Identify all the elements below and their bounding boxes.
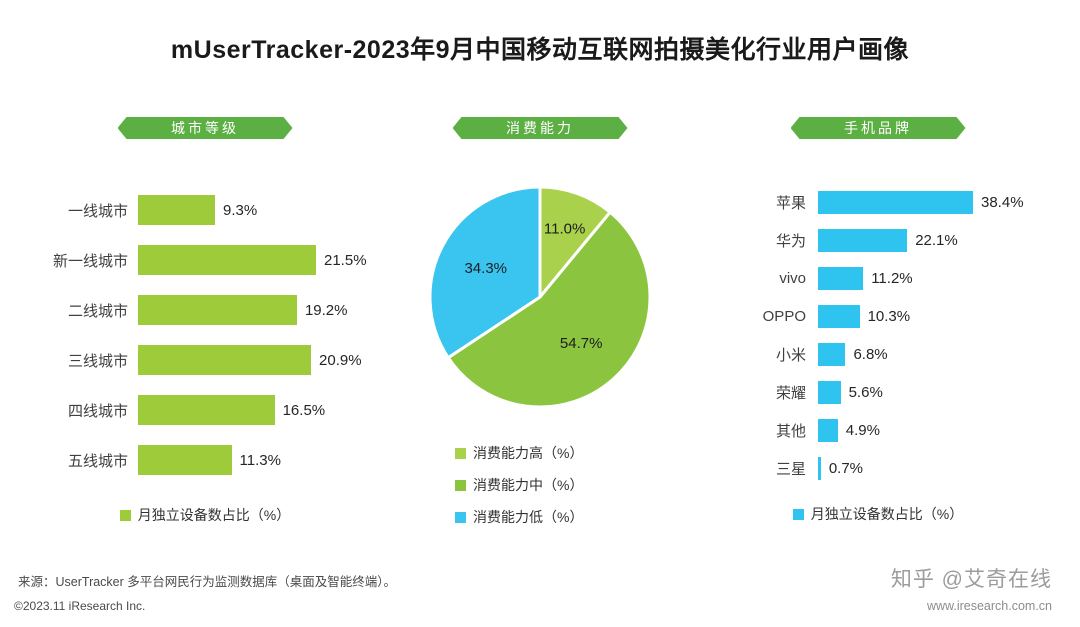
category-label: vivo — [779, 270, 806, 287]
value-label: 21.5% — [324, 251, 367, 269]
category-label: 其他 — [775, 423, 806, 440]
legend-item: 消费能力高（%） — [455, 443, 680, 463]
city-tier-legend: 月独立设备数占比（%） — [40, 505, 370, 525]
value-label: 0.7% — [828, 460, 864, 477]
legend-label: 消费能力低（%） — [473, 509, 584, 525]
category-label: 二线城市 — [67, 302, 128, 320]
category-label: 华为 — [775, 233, 806, 250]
legend-label: 消费能力高（%） — [473, 445, 584, 461]
bar-row: 三星 0.7% — [728, 457, 1028, 480]
bar — [818, 191, 973, 214]
value-label: 10.3% — [867, 308, 911, 325]
badge-wrap: 城市等级 — [40, 117, 370, 139]
legend-swatch — [792, 508, 804, 520]
legend-label: 月独立设备数占比（%） — [810, 506, 964, 522]
legend-swatch — [455, 447, 466, 459]
bar — [138, 295, 297, 325]
badge-wrap: 手机品牌 — [728, 117, 1028, 139]
value-label: 19.2% — [304, 301, 348, 319]
bar — [818, 267, 864, 290]
value-label: 38.4% — [981, 194, 1024, 211]
value-label: 6.8% — [853, 346, 888, 363]
bar — [138, 445, 232, 475]
pie-slice — [446, 210, 652, 409]
category-label: 荣耀 — [775, 385, 806, 402]
phone-brand-legend: 月独立设备数占比（%） — [728, 504, 1028, 524]
bar — [818, 457, 821, 480]
page-title: mUserTracker-2023年9月中国移动互联网拍摄美化行业用户画像 — [170, 36, 910, 64]
bar-row: 二线城市 19.2% — [40, 295, 370, 325]
bar — [138, 345, 312, 375]
category-label: 苹果 — [775, 195, 806, 212]
consumption-badge: 消费能力 — [453, 117, 628, 139]
bar — [138, 245, 316, 275]
copyright-note: ©2023.11 iResearch Inc. — [14, 599, 146, 613]
bar-row: 华为 22.1% — [728, 229, 1028, 252]
bar — [138, 395, 275, 425]
bar-row: 荣耀 5.6% — [728, 381, 1028, 404]
value-label: 16.5% — [282, 401, 326, 419]
pie-value-label: 34.3% — [464, 260, 507, 277]
category-label: 三星 — [775, 461, 806, 478]
legend-swatch — [455, 479, 466, 491]
category-label: OPPO — [762, 308, 806, 325]
category-label: 四线城市 — [67, 402, 128, 420]
bar-row: vivo 11.2% — [728, 267, 1028, 290]
bar-row: 小米 6.8% — [728, 343, 1028, 366]
bar-row: 三线城市 20.9% — [40, 345, 370, 375]
phone-brand-bar-chart: 苹果 38.4% 华为 22.1% vivo 11.2% OPPO 10.3% 小米 6.8% 荣耀… — [728, 191, 1028, 480]
category-label: 三线城市 — [67, 352, 128, 370]
panel-city-tier: 城市等级 一线城市 9.3% 新一线城市 21.5% 二线城市 19.2% 三线城市 20.9… — [40, 117, 370, 525]
bar — [818, 229, 908, 252]
city-tier-badge: 城市等级 — [118, 117, 293, 139]
watermark-text: 知乎 @艾奇在线 — [890, 568, 1052, 591]
website-url: www.iresearch.com.cn — [926, 599, 1052, 613]
legend-item: 消费能力低（%） — [455, 507, 680, 527]
category-label: 五线城市 — [67, 452, 128, 470]
value-label: 5.6% — [848, 384, 883, 401]
category-label: 新一线城市 — [52, 252, 128, 270]
city-tier-bar-chart: 一线城市 9.3% 新一线城市 21.5% 二线城市 19.2% 三线城市 20.9% 四线城市… — [40, 195, 370, 475]
legend-swatch — [119, 509, 131, 521]
category-label: 一线城市 — [67, 202, 128, 220]
source-note: 来源：UserTracker 多平台网民行为监测数据库（桌面及智能终端）。 — [18, 575, 397, 589]
value-label: 9.3% — [222, 201, 258, 219]
value-label: 20.9% — [319, 351, 362, 369]
value-label: 11.2% — [871, 270, 913, 287]
value-label: 4.9% — [845, 422, 880, 439]
pie-value-label: 11.0% — [544, 221, 585, 238]
panel-consumption: 消费能力 11.0% 54.7% 34.3% 消费能力高（%） 消费能力中（%） 消费能… — [400, 117, 680, 539]
value-label: 11.3% — [239, 451, 281, 469]
bar-row: OPPO 10.3% — [728, 305, 1028, 328]
bar — [818, 305, 860, 328]
category-label: 小米 — [775, 347, 806, 364]
pie-value-label: 54.7% — [560, 335, 603, 352]
legend-item: 消费能力中（%） — [455, 475, 680, 495]
phone-brand-badge: 手机品牌 — [791, 117, 966, 139]
panel-phone-brand: 手机品牌 苹果 38.4% 华为 22.1% vivo 11.2% OPPO 10.3% 小米 6… — [728, 117, 1028, 524]
bar-row: 新一线城市 21.5% — [40, 245, 370, 275]
bar-row: 四线城市 16.5% — [40, 395, 370, 425]
bar — [818, 381, 841, 404]
bar-row: 一线城市 9.3% — [40, 195, 370, 225]
legend-label: 消费能力中（%） — [473, 477, 584, 493]
bar — [818, 343, 846, 366]
consumption-pie-chart: 11.0% 54.7% 34.3% — [428, 185, 652, 409]
bar — [138, 195, 215, 225]
legend-swatch — [455, 511, 466, 523]
bar-row: 苹果 38.4% — [728, 191, 1028, 214]
badge-wrap: 消费能力 — [400, 117, 680, 139]
legend-label: 月独立设备数占比（%） — [137, 507, 291, 523]
bar — [818, 419, 838, 442]
value-label: 22.1% — [915, 232, 958, 249]
bar-row: 五线城市 11.3% — [40, 445, 370, 475]
pie-slice — [428, 185, 542, 360]
consumption-legend: 消费能力高（%） 消费能力中（%） 消费能力低（%） — [400, 443, 680, 527]
bar-row: 其他 4.9% — [728, 419, 1028, 442]
